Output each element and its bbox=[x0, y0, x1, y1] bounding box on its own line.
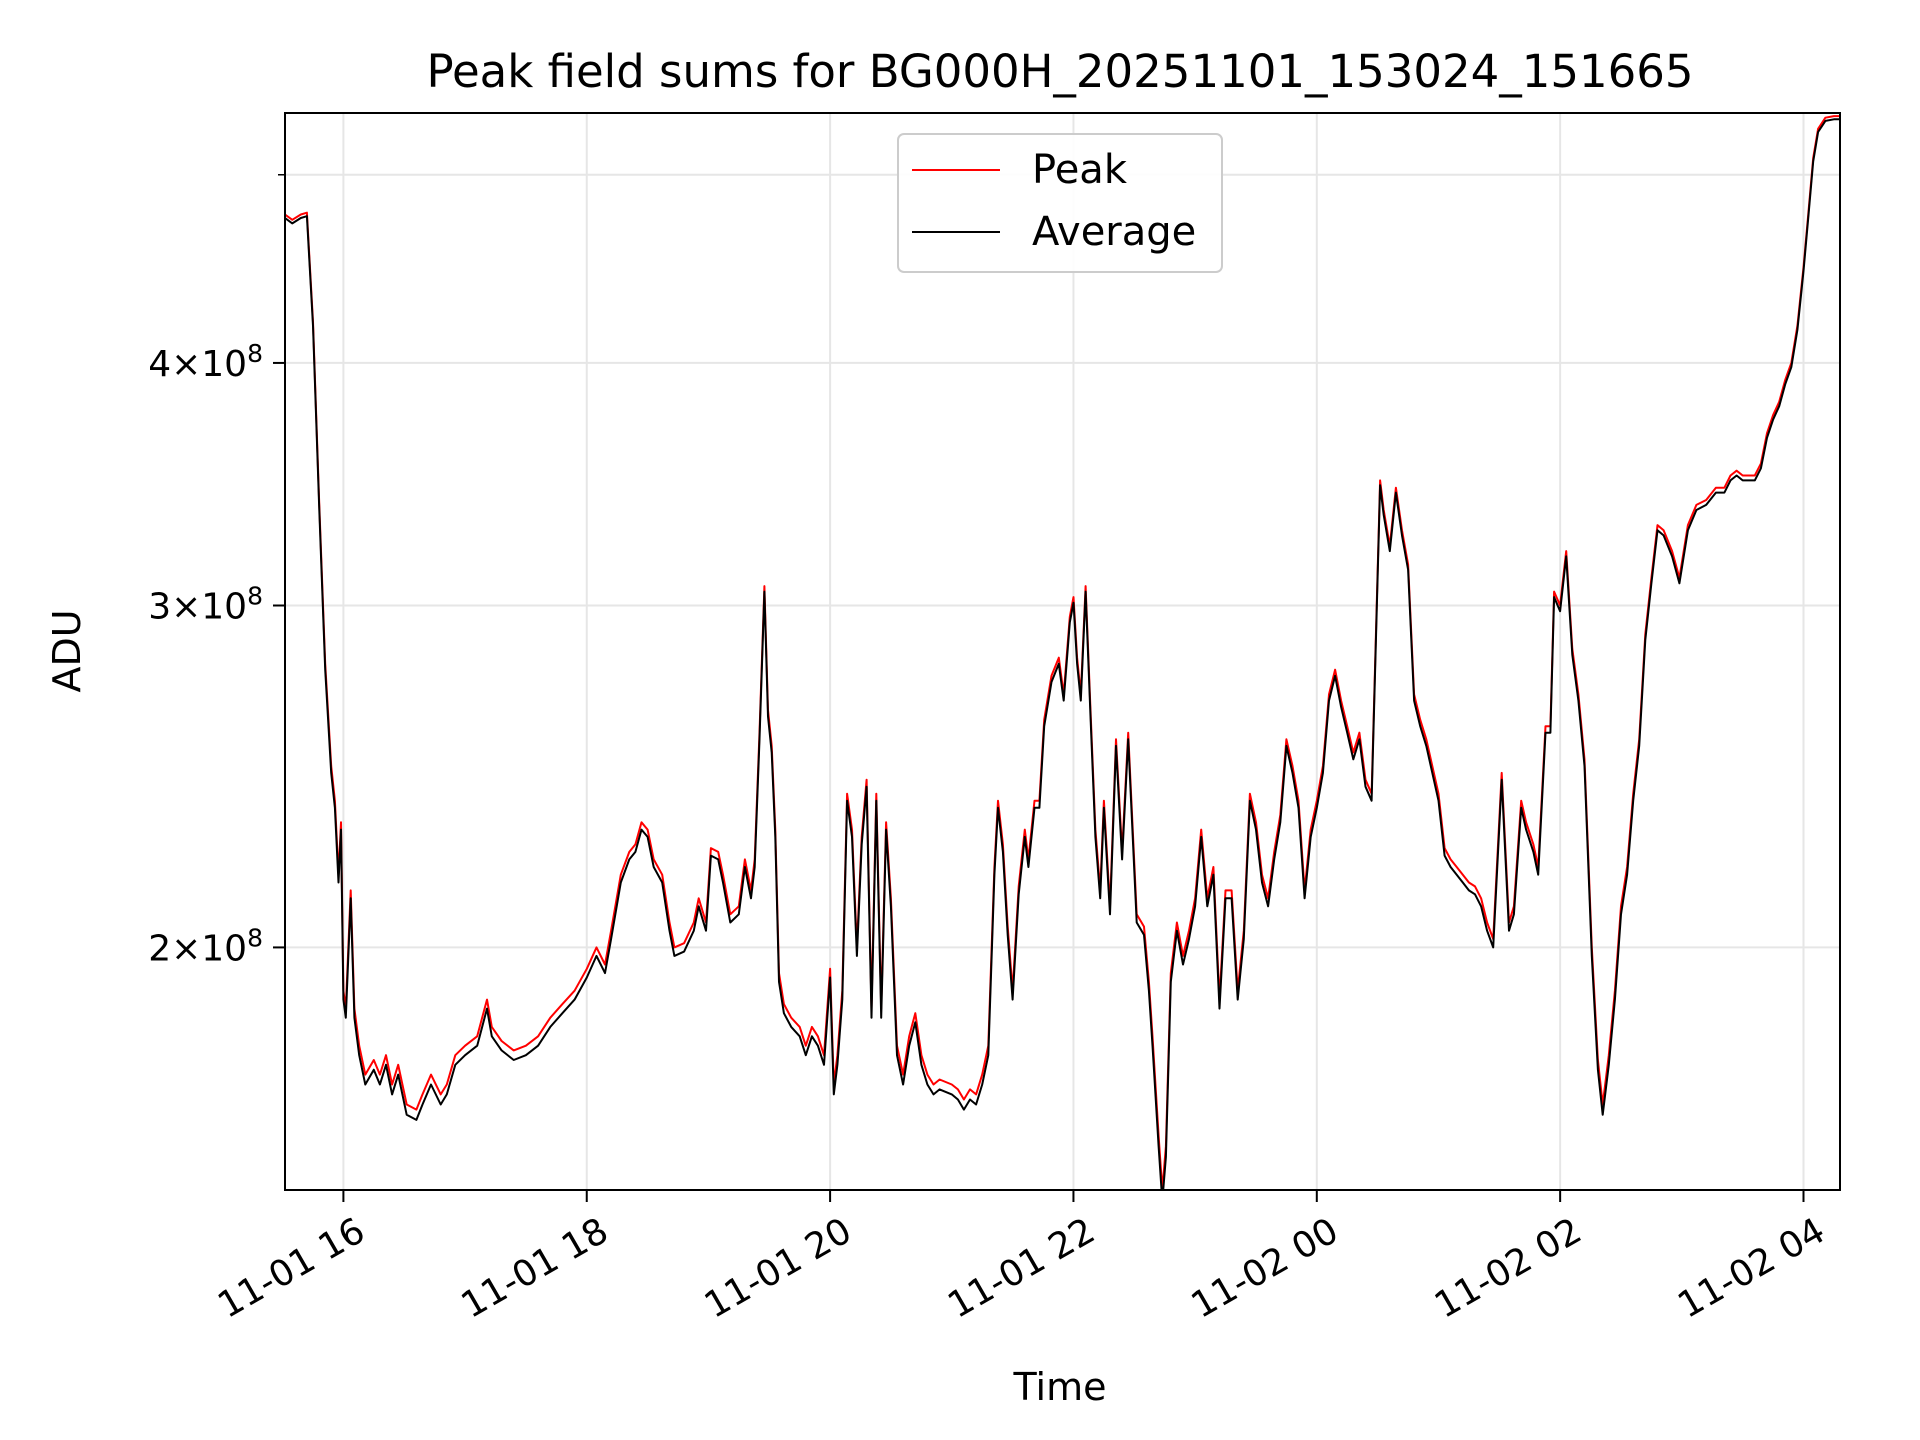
chart-title: Peak field sums for BG000H_20251101_1530… bbox=[426, 45, 1693, 98]
legend-label-average: Average bbox=[1032, 209, 1196, 255]
y-axis-label: ADU bbox=[45, 609, 89, 692]
series-layer bbox=[285, 115, 1840, 1190]
legend: Peak Average bbox=[897, 133, 1223, 273]
y-tick-label: 2×108 bbox=[148, 923, 263, 970]
y-tick-label: 4×108 bbox=[148, 338, 263, 385]
legend-label-peak: Peak bbox=[1032, 147, 1128, 193]
series-line-average bbox=[285, 118, 1840, 1190]
y-tick-label: 3×108 bbox=[148, 581, 263, 628]
plot-area-frame bbox=[284, 112, 1841, 1191]
legend-box bbox=[897, 133, 1223, 273]
x-axis-label: Time bbox=[1013, 1365, 1107, 1409]
